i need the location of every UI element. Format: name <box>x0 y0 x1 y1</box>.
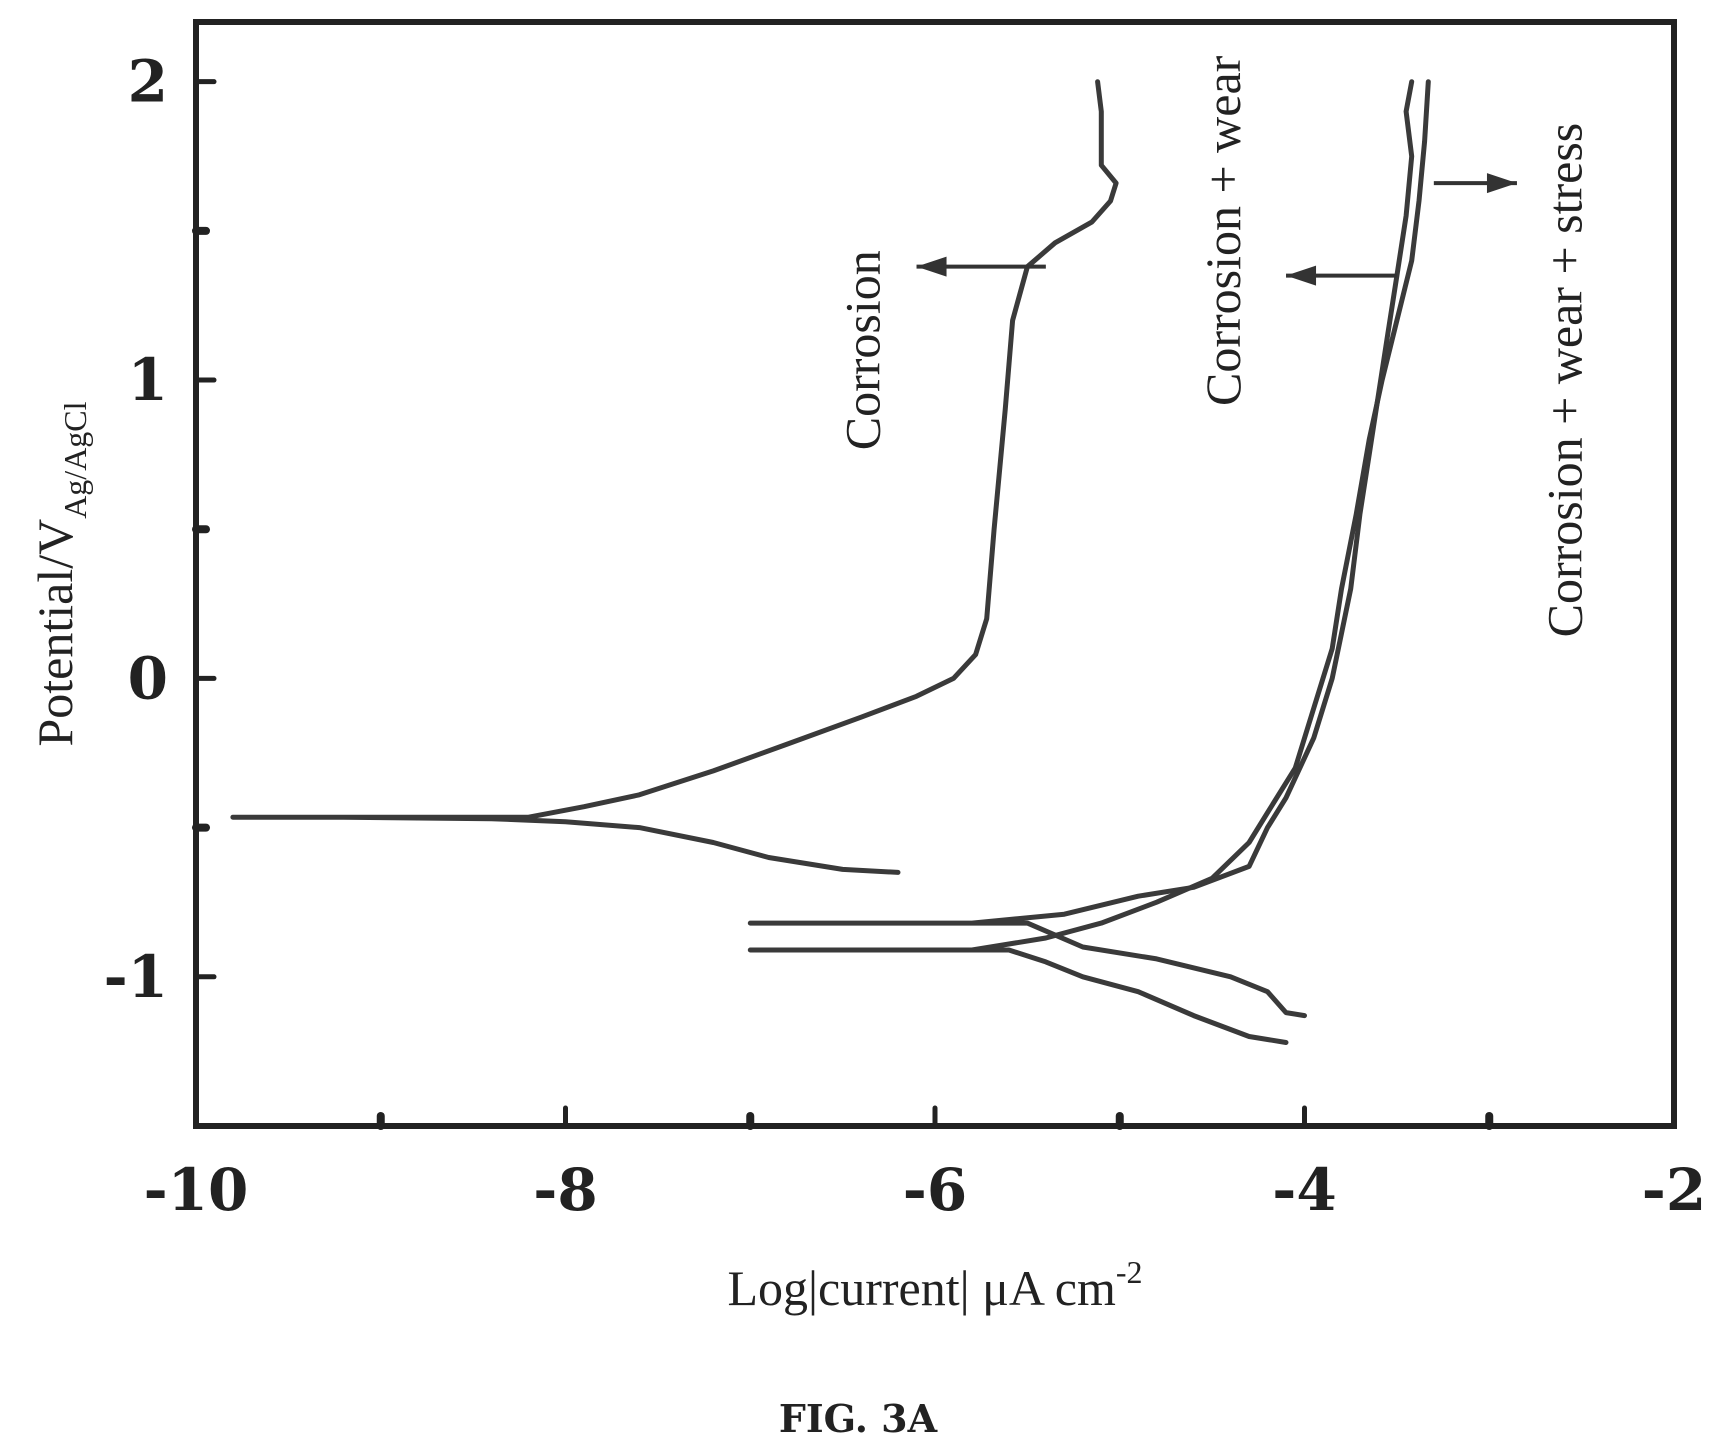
series-annotation-2: Corrosion + wear <box>1195 55 1251 406</box>
x-tick-label: -4 <box>1272 1156 1336 1224</box>
series-annotation-3: Corrosion + wear + stress <box>1537 123 1593 638</box>
y-tick-label: 0 <box>128 644 168 712</box>
series-lines <box>230 79 1431 1045</box>
x-tick-label: -10 <box>144 1156 249 1224</box>
series-line-3 <box>747 79 1431 1045</box>
y-tick-label: 1 <box>128 346 168 414</box>
x-axis-label-main: Log|current| μA cm <box>727 1260 1115 1316</box>
y-axis-label-subscript: Ag/AgCl <box>57 401 93 518</box>
series-arrows <box>916 173 1517 286</box>
x-tick-label: -2 <box>1642 1156 1706 1224</box>
series-line-2 <box>747 79 1415 1019</box>
x-tick-label: -6 <box>903 1156 967 1224</box>
arrow-head-2 <box>1286 265 1317 286</box>
arrow-head-3 <box>1486 173 1517 194</box>
series-annotation-1: Corrosion <box>835 250 891 450</box>
figure-caption: FIG. 3A <box>779 1396 938 1441</box>
x-axis-label: Log|current| μA cm-2 <box>727 1254 1142 1316</box>
plot-frame <box>193 19 1677 1129</box>
axis-ticks <box>192 79 1494 1130</box>
series-annotations: Corrosion Corrosion + wear Corrosion + wea… <box>835 55 1593 637</box>
y-axis-label-main: Potential/V <box>27 519 83 747</box>
y-tick-label: 2 <box>128 48 168 116</box>
y-axis-label: Potential/VAg/AgCl <box>27 401 93 746</box>
y-tick-label: -1 <box>104 943 168 1011</box>
x-tick-label: -8 <box>533 1156 597 1224</box>
series-line-1 <box>230 79 1119 875</box>
x-axis-label-superscript: -2 <box>1116 1254 1143 1290</box>
arrow-head-1 <box>916 256 947 277</box>
